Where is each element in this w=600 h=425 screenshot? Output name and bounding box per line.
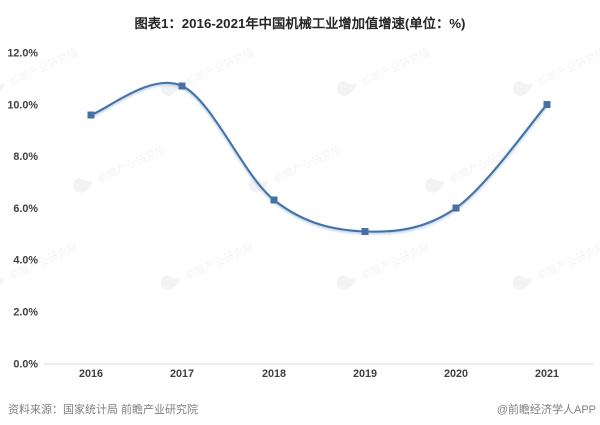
- svg-text:8.0%: 8.0%: [13, 151, 38, 163]
- svg-text:2019: 2019: [353, 368, 377, 380]
- svg-text:2021: 2021: [535, 368, 559, 380]
- svg-text:2.0%: 2.0%: [13, 307, 38, 319]
- svg-text:12.0%: 12.0%: [7, 48, 38, 60]
- svg-text:2020: 2020: [444, 368, 468, 380]
- svg-text:2016: 2016: [79, 368, 103, 380]
- svg-text:6.0%: 6.0%: [13, 203, 38, 215]
- svg-text:2018: 2018: [262, 368, 286, 380]
- svg-text:2017: 2017: [170, 368, 194, 380]
- svg-text:0.0%: 0.0%: [13, 358, 38, 370]
- svg-text:4.0%: 4.0%: [13, 255, 38, 267]
- svg-text:10.0%: 10.0%: [7, 99, 38, 111]
